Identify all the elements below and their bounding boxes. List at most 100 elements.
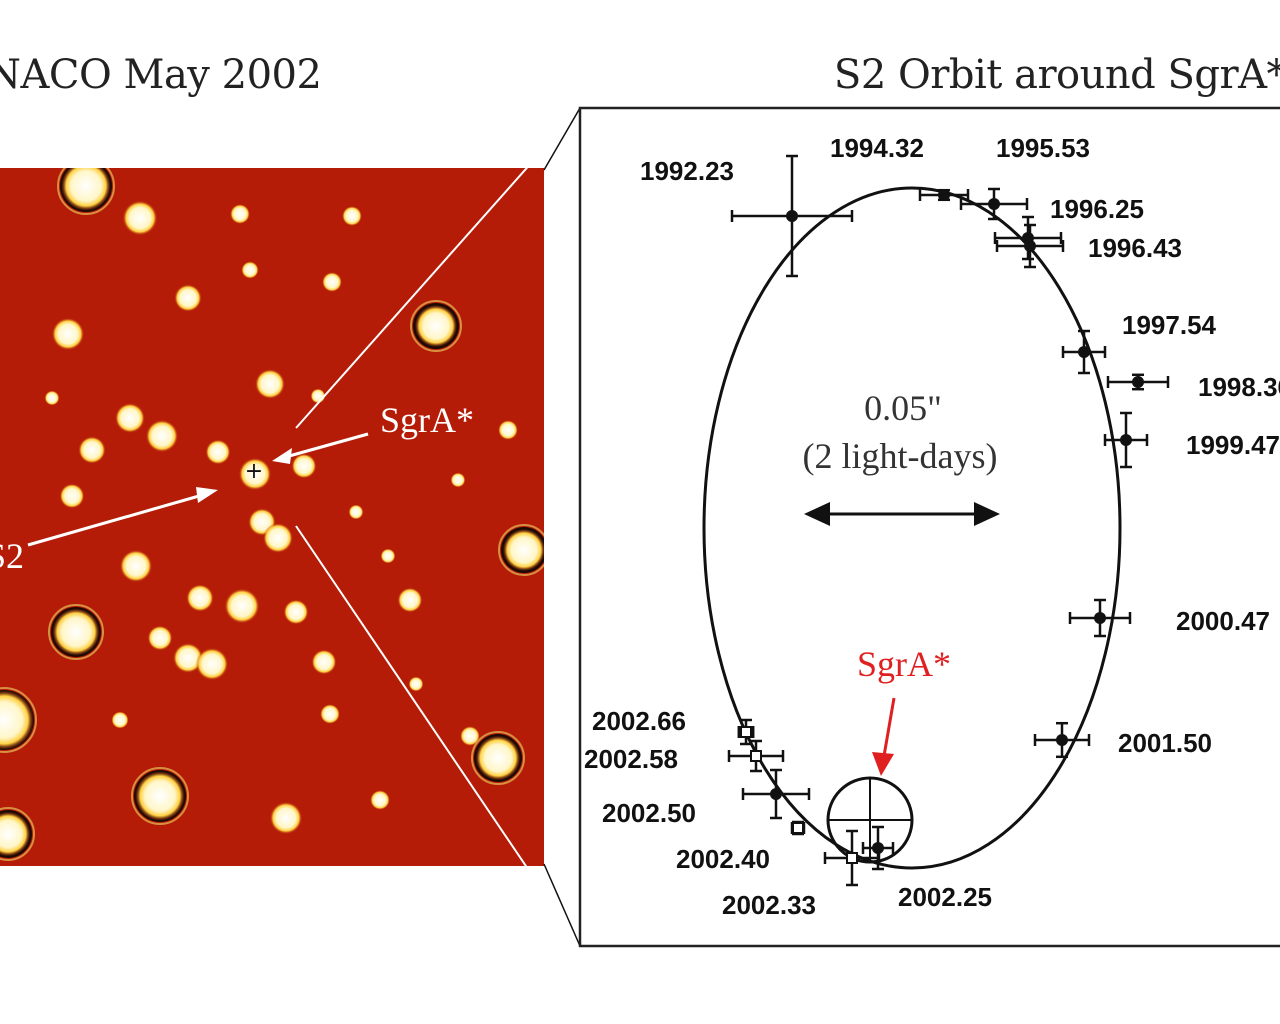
star-ring <box>0 687 37 753</box>
data-marker <box>846 852 858 864</box>
data-marker <box>1056 734 1068 746</box>
star-ring <box>48 604 104 660</box>
orbit-ellipse <box>702 186 1122 870</box>
star <box>255 369 285 399</box>
data-marker <box>938 189 950 201</box>
star <box>52 608 100 656</box>
orbit-point-2002-40 <box>790 820 806 836</box>
star-ring <box>410 300 462 352</box>
scale-bar-right-arrowhead <box>974 502 1000 526</box>
orbit-point-1997-54 <box>1061 329 1107 375</box>
epoch-label-2002-25: 2002.25 <box>898 882 992 912</box>
left-panel-title: NACO May 2002 <box>0 52 322 98</box>
data-marker <box>1132 376 1144 388</box>
sgra-orbit-label: SgrA* <box>857 644 951 684</box>
star <box>397 587 423 613</box>
epoch-label-2002-66: 2002.66 <box>592 706 686 736</box>
epoch-label-1998-36: 1998.36 <box>1198 372 1280 402</box>
sgra-red-arrowhead <box>872 752 894 776</box>
star <box>380 548 396 564</box>
sgra-arrowhead <box>272 448 292 464</box>
epoch-label-2002-33: 2002.33 <box>722 890 816 920</box>
orbit-point-1999-47 <box>1103 411 1149 469</box>
star <box>269 801 303 835</box>
star-ring <box>498 524 544 576</box>
star <box>122 200 158 236</box>
star <box>78 436 106 464</box>
star <box>195 647 229 681</box>
star <box>51 317 85 351</box>
data-marker <box>740 726 752 738</box>
epoch-label-1997-54: 1997.54 <box>1122 310 1217 340</box>
star <box>311 649 337 675</box>
star <box>230 204 250 224</box>
sgra-red-arrow-line <box>882 697 896 757</box>
star <box>174 284 202 312</box>
epoch-label-2002-58: 2002.58 <box>584 744 678 774</box>
star <box>59 483 85 509</box>
data-marker <box>872 842 884 854</box>
star <box>263 523 293 553</box>
star <box>186 584 214 612</box>
star <box>135 771 185 821</box>
orbit-plot-frame <box>578 106 1280 948</box>
star-ring <box>131 767 189 825</box>
star <box>320 704 340 724</box>
star <box>0 811 31 857</box>
right-panel-title: S2 Orbit around SgrA* <box>833 52 1280 98</box>
epoch-label-1992-23: 1992.23 <box>640 156 734 186</box>
epoch-label-1995-53: 1995.53 <box>996 133 1090 163</box>
star <box>460 726 480 746</box>
orbit-point-2000-47 <box>1068 598 1132 638</box>
orbit-point-2002-66 <box>737 718 755 746</box>
epoch-label-1996-43: 1996.43 <box>1088 233 1182 263</box>
star <box>147 625 173 651</box>
zoom-connectors <box>295 107 581 947</box>
epoch-label-2002-50: 2002.50 <box>602 798 696 828</box>
sgra-position-marker: + <box>245 459 263 484</box>
data-marker <box>1120 434 1132 446</box>
orbit-plot-panel: 0.05" (2 light-days) SgrA* 1992.23 1994.3… <box>578 106 1280 948</box>
star-field <box>0 168 544 861</box>
orbit-point-1994-32 <box>918 188 970 202</box>
star <box>241 261 259 279</box>
s2-image-label: S2 <box>0 536 24 576</box>
epoch-label-2000-47: 2000.47 <box>1176 606 1270 636</box>
epoch-label-2002-40: 2002.40 <box>676 844 770 874</box>
s2-arrowhead <box>196 487 218 503</box>
s2-arrow-line <box>27 492 207 547</box>
star <box>115 403 145 433</box>
data-marker <box>750 750 762 762</box>
star <box>44 390 60 406</box>
star-ring <box>471 731 525 785</box>
scale-bar-angle-label: 0.05" <box>864 388 942 428</box>
star <box>61 168 111 211</box>
star <box>502 528 544 572</box>
data-marker <box>988 198 1000 210</box>
orbit-point-2002-58 <box>727 739 785 773</box>
star <box>173 643 203 673</box>
data-marker <box>770 788 782 800</box>
sgra-image-label: SgrA* <box>380 400 474 440</box>
star <box>475 735 521 781</box>
sgra-arrow-line <box>281 432 369 460</box>
data-marker <box>1024 240 1036 252</box>
orbit-point-1995-53 <box>959 187 1029 221</box>
scale-bar-distance-label: (2 light-days) <box>803 436 998 476</box>
star <box>0 690 34 750</box>
star <box>238 457 272 491</box>
star <box>348 504 364 520</box>
naco-image-annotations: + SgrA* S2 <box>0 400 474 576</box>
naco-image-panel <box>0 168 544 866</box>
star <box>283 599 309 625</box>
orbit-point-2002-50 <box>741 768 811 820</box>
data-marker <box>792 822 804 834</box>
star <box>111 711 129 729</box>
star <box>498 420 518 440</box>
star <box>450 472 466 488</box>
data-marker <box>786 210 798 222</box>
scale-bar-left-arrowhead <box>804 502 830 526</box>
orbit-epoch-labels: 1992.23 1994.32 1995.53 1996.25 1996.43 1997.… <box>584 133 1280 920</box>
star <box>342 206 362 226</box>
orbit-point-1992-23 <box>730 154 854 278</box>
